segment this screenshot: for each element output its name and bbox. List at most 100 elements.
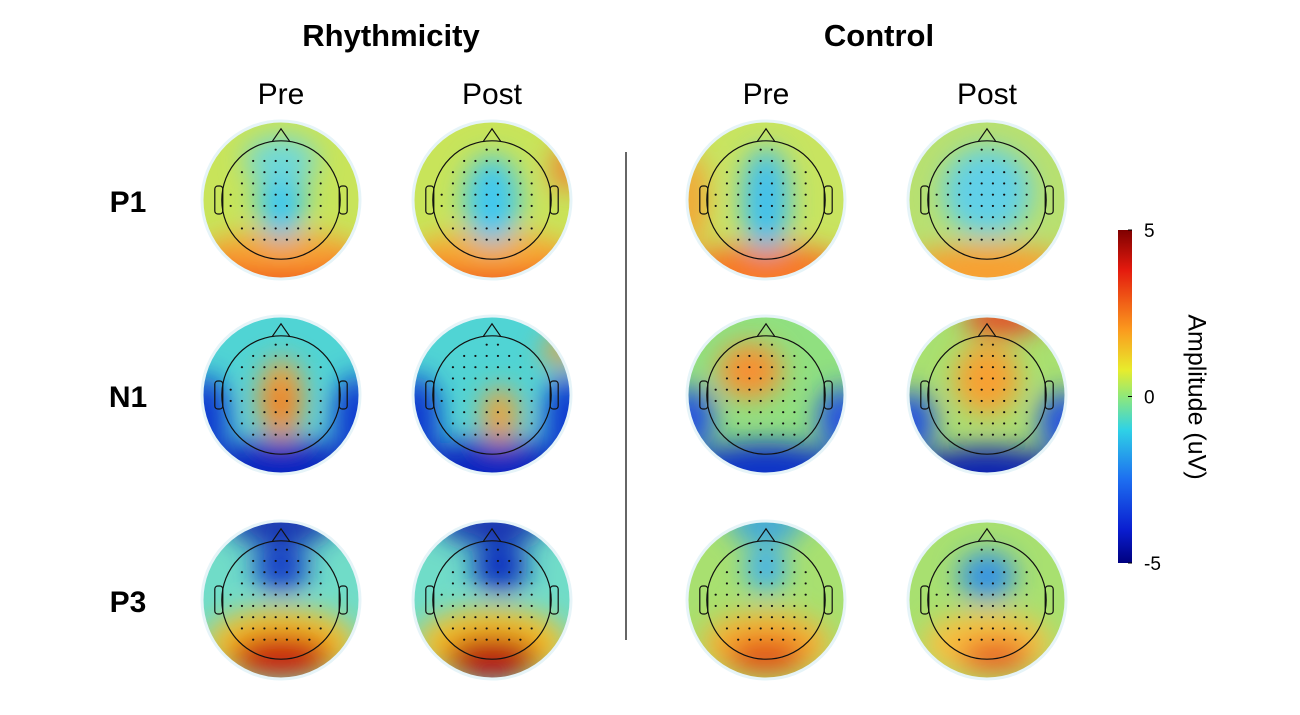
group-title: Control xyxy=(824,18,934,53)
electrode xyxy=(474,159,477,163)
electrode xyxy=(782,366,785,369)
electrode xyxy=(319,422,322,425)
electrode xyxy=(969,593,972,596)
topomap xyxy=(201,520,361,680)
electrode xyxy=(958,204,961,208)
electrode xyxy=(748,559,751,563)
electrode xyxy=(285,411,289,414)
electrode xyxy=(759,193,762,196)
electrode xyxy=(759,422,762,425)
electrode xyxy=(252,159,255,163)
ear xyxy=(920,380,930,410)
electrode xyxy=(737,604,740,608)
electrode xyxy=(725,216,729,219)
electrode xyxy=(297,354,300,358)
electrode xyxy=(770,238,774,241)
electrode xyxy=(319,604,322,608)
electrode xyxy=(297,193,300,196)
electrode xyxy=(474,238,477,241)
electrode xyxy=(793,399,796,403)
electrode xyxy=(748,377,751,380)
electrode xyxy=(496,571,500,574)
electrode xyxy=(297,388,300,391)
electrode xyxy=(519,422,522,425)
head xyxy=(221,335,341,455)
electrode xyxy=(240,399,244,403)
ear xyxy=(549,585,559,615)
electrode xyxy=(530,604,533,608)
electrode xyxy=(285,638,289,641)
electrode xyxy=(319,204,322,208)
electrode xyxy=(474,377,477,380)
electrode xyxy=(463,204,466,208)
electrode xyxy=(485,343,488,346)
field-blob xyxy=(686,244,846,280)
electrode xyxy=(463,377,466,380)
electrode xyxy=(451,216,455,219)
electrode xyxy=(770,638,774,641)
electrode xyxy=(274,559,277,563)
electrode xyxy=(770,559,774,563)
electrode xyxy=(496,548,500,551)
electrode xyxy=(252,182,255,185)
electrode xyxy=(463,559,466,563)
nose xyxy=(271,127,291,143)
electrode xyxy=(793,377,796,380)
electrode xyxy=(274,238,277,241)
electrode xyxy=(474,171,477,174)
field-blob xyxy=(742,148,790,252)
electrode xyxy=(1025,627,1028,630)
electrode xyxy=(297,571,300,574)
ear xyxy=(823,185,833,215)
electrode xyxy=(240,193,244,196)
electrode xyxy=(782,377,785,380)
electrode xyxy=(759,171,762,174)
head xyxy=(221,540,341,660)
electrode xyxy=(319,227,322,230)
electrode xyxy=(958,171,961,174)
electrode xyxy=(793,582,796,585)
electrode xyxy=(274,388,277,391)
electrode xyxy=(958,227,961,230)
field-blob xyxy=(746,544,786,592)
electrode xyxy=(519,216,522,219)
electrode xyxy=(463,638,466,641)
electrode xyxy=(793,593,796,596)
electrode xyxy=(737,559,740,563)
electrode xyxy=(229,593,232,596)
electrode xyxy=(980,604,983,608)
electrode xyxy=(274,159,277,163)
electrode xyxy=(958,366,961,369)
electrode xyxy=(530,366,533,369)
electrode xyxy=(782,388,785,391)
topomap-rim xyxy=(685,519,847,681)
electrode xyxy=(463,411,466,414)
electrode xyxy=(759,548,762,551)
electrode xyxy=(946,216,950,219)
electrode xyxy=(991,604,995,608)
head xyxy=(432,540,552,660)
electrode xyxy=(485,171,488,174)
electrode xyxy=(274,593,277,596)
electrode xyxy=(759,216,762,219)
electrode xyxy=(737,159,740,163)
ear xyxy=(338,185,348,215)
ear xyxy=(1044,185,1054,215)
electrode xyxy=(474,604,477,608)
field-blob xyxy=(943,148,1031,236)
electrode xyxy=(782,171,785,174)
head xyxy=(706,540,826,660)
electrode xyxy=(519,627,522,630)
electrode xyxy=(474,638,477,641)
electrode xyxy=(285,171,289,174)
electrode xyxy=(519,377,522,380)
electrode xyxy=(519,433,522,436)
electrode xyxy=(946,204,950,208)
electrode xyxy=(759,604,762,608)
electrode xyxy=(782,422,785,425)
electrode xyxy=(1014,582,1017,585)
ear xyxy=(338,380,348,410)
nose xyxy=(756,322,776,338)
electrode xyxy=(252,388,255,391)
